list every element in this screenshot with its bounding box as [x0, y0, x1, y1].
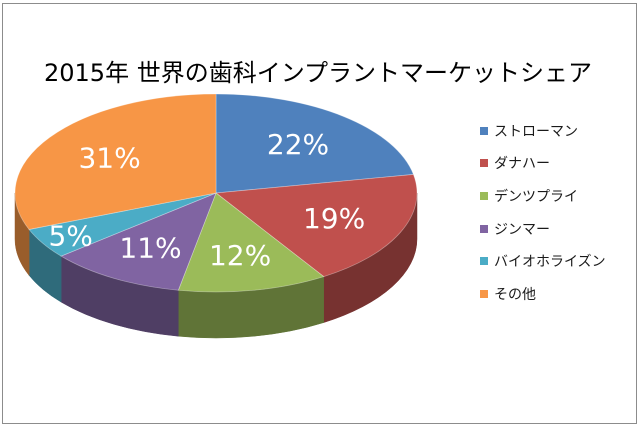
- legend-item: デンツプライ: [480, 188, 578, 205]
- pie-slice-3: [177, 192, 325, 293]
- pie-top-faces: [14, 93, 418, 293]
- legend-label: デンツプライ: [494, 188, 578, 205]
- legend-swatch: [480, 290, 488, 298]
- legend: ストローマン ダナハー デンツプライ ジンマー バイオホライズン その他: [480, 124, 606, 303]
- data-label-4: 11%: [119, 232, 181, 265]
- legend-swatch: [480, 127, 488, 135]
- chart-title: 2015年 世界の歯科インプラントマーケットシェア: [44, 59, 592, 87]
- legend-item: その他: [480, 287, 536, 303]
- data-label-5: 5%: [48, 219, 92, 252]
- legend-swatch: [480, 159, 488, 167]
- data-label-1: 22%: [267, 128, 329, 161]
- pie-slice-5: [28, 192, 217, 257]
- data-label-2: 19%: [303, 202, 365, 235]
- data-label-6: 31%: [78, 141, 140, 174]
- legend-label: ストローマン: [494, 124, 578, 140]
- legend-swatch: [480, 192, 488, 200]
- pie-data-labels: 22% 19% 12% 11% 5% 31%: [48, 128, 365, 272]
- pie-slice-6: [14, 93, 217, 230]
- legend-swatch: [480, 257, 488, 265]
- legend-item: ダナハー: [480, 156, 550, 172]
- legend-label: ジンマー: [494, 222, 550, 238]
- legend-label: バイオホライズン: [494, 254, 606, 270]
- legend-item: ジンマー: [480, 222, 550, 238]
- legend-label: その他: [494, 287, 536, 303]
- pie-side-faces: [14, 192, 418, 339]
- legend-item: バイオホライズン: [480, 254, 606, 270]
- pie-slice-1: [215, 93, 415, 194]
- legend-swatch: [480, 225, 488, 233]
- data-label-3: 12%: [209, 239, 271, 272]
- pie-slice-2: [214, 174, 418, 278]
- pie-slice-4: [60, 192, 217, 291]
- legend-label: ダナハー: [494, 156, 550, 172]
- legend-item: ストローマン: [480, 124, 578, 140]
